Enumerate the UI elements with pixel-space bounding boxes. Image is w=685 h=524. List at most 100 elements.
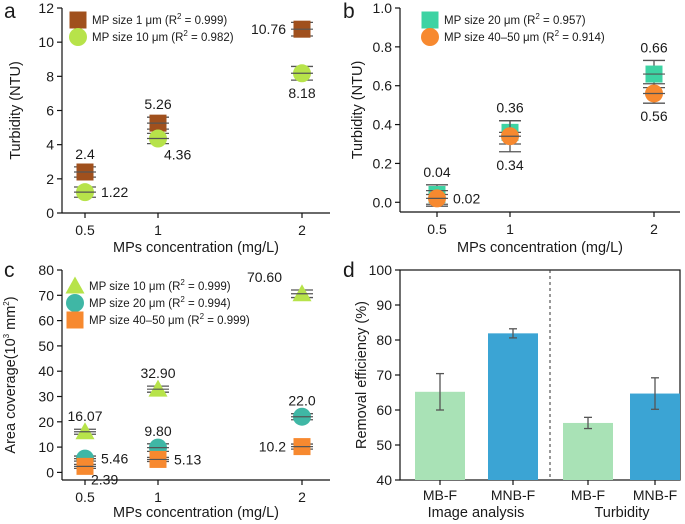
legend-label-part: 2 — [183, 29, 188, 38]
y-tick-label: 0 — [46, 205, 54, 221]
legend-label-part: = 0.994) — [185, 298, 231, 310]
data-label: 2.4 — [75, 146, 95, 162]
data-label: 16.07 — [67, 408, 102, 424]
x-tick-label: 1 — [154, 489, 162, 505]
x-tick-label: 2 — [650, 221, 658, 237]
data-label: 5.46 — [101, 451, 128, 467]
y-axis-label: Area coverage(103 mm2) — [2, 296, 19, 453]
bar — [488, 333, 538, 480]
x-axis-label: MPs concentration (mg/L) — [457, 240, 623, 256]
data-label: 0.36 — [496, 100, 523, 116]
legend-label-part: MP size 1 μm (R — [92, 15, 177, 27]
x-tick-label: 2 — [298, 489, 306, 505]
legend-label-part: 2 — [177, 12, 182, 21]
legend-label: MP size 1 μm (R2 = 0.999) — [92, 12, 227, 27]
panel-label-b: b — [343, 0, 355, 23]
legend-label-part: 2 — [200, 312, 205, 321]
group-label: Turbidity — [594, 505, 650, 521]
legend-label: MP size 20 μm (R2 = 0.994) — [89, 295, 231, 310]
x-tick-label: MB-F — [571, 487, 605, 503]
data-label: 22.0 — [288, 393, 315, 409]
data-point — [75, 422, 95, 440]
x-tick-label: 2 — [298, 222, 306, 238]
y-tick-label: 0.8 — [373, 39, 393, 55]
y-tick-label: 100 — [369, 262, 393, 278]
legend-label-part: MP size 10 μm (R — [92, 32, 183, 44]
data-label: 10.76 — [251, 21, 286, 37]
x-axis-label: MPs concentration (mg/L) — [113, 240, 279, 256]
legend-label-part: = 0.982) — [188, 32, 234, 44]
x-tick-label: MNB-F — [633, 487, 677, 503]
legend-label: MP size 40–50 μm (R2 = 0.999) — [89, 312, 250, 327]
legend-marker — [66, 311, 84, 329]
legend-label-part: MP size 40–50 μm (R — [89, 315, 200, 327]
legend-marker — [69, 28, 87, 46]
legend-label: MP size 20 μm (R2 = 0.957) — [444, 12, 586, 27]
y-axis-label: Turbidity (NTU) — [8, 61, 24, 160]
x-axis-label: MPs concentration (mg/L) — [113, 505, 279, 521]
legend-marker — [421, 11, 439, 29]
legend-label-part: = 0.957) — [540, 15, 586, 27]
y-tick-label: 60 — [38, 313, 54, 329]
panel-label-d: d — [343, 259, 355, 282]
x-tick-label: 0.5 — [75, 222, 95, 238]
y-axis-label-part: 2 — [2, 301, 11, 306]
y-tick-label: 0.6 — [373, 78, 393, 94]
x-tick-label: MNB-F — [491, 487, 535, 503]
bar — [563, 422, 613, 480]
x-tick-label: 0.5 — [75, 489, 95, 505]
data-label: 4.36 — [164, 147, 191, 163]
data-label: 5.26 — [144, 96, 171, 112]
legend-label-part: MP size 10 μm (R — [89, 281, 180, 293]
data-label: 2.39 — [91, 471, 118, 487]
y-tick-label: 90 — [376, 297, 392, 313]
y-tick-label: 0.4 — [373, 117, 393, 133]
y-tick-label: 0.2 — [373, 155, 393, 171]
legend-label-part: = 0.999) — [204, 315, 250, 327]
data-label: 0.34 — [496, 157, 523, 173]
legend-label-part: 2 — [180, 278, 185, 287]
legend-marker — [65, 276, 85, 294]
y-tick-label: 4 — [46, 137, 54, 153]
legend-label: MP size 10 μm (R2 = 0.982) — [92, 29, 234, 44]
y-axis-label: Removal efficiency (%) — [354, 301, 370, 449]
y-tick-label: 20 — [38, 414, 54, 430]
legend-label-part: = 0.914) — [559, 32, 605, 44]
data-point — [292, 284, 312, 302]
panel-d-chart: 40 50 60 70 80 90 100 Removal efficiency (%) MB-… — [354, 262, 681, 521]
y-tick-label: 70 — [38, 287, 54, 303]
legend-label-part: = 0.999) — [185, 281, 231, 293]
y-tick-label: 8 — [46, 68, 54, 84]
y-tick-label: 2 — [46, 171, 54, 187]
y-tick-label: 60 — [376, 402, 392, 418]
x-tick-label: MB-F — [423, 487, 457, 503]
y-tick-label: 80 — [376, 332, 392, 348]
legend-label-part: MP size 20 μm (R — [89, 298, 180, 310]
data-label: 32.90 — [140, 365, 175, 381]
data-label: 10.2 — [259, 439, 286, 455]
data-label: 0.02 — [453, 190, 480, 206]
legend-label-part: = 0.999) — [181, 15, 227, 27]
legend-marker — [421, 28, 439, 46]
legend-label-part: 2 — [555, 29, 560, 38]
data-label: 8.18 — [288, 85, 315, 101]
legend-label-part: 2 — [535, 12, 540, 21]
data-label: 0.66 — [640, 39, 667, 55]
y-axis-label-part: 3 — [2, 333, 11, 338]
data-label: 70.60 — [247, 269, 282, 285]
y-tick-label: 50 — [376, 437, 392, 453]
data-label: 9.80 — [144, 423, 171, 439]
data-label: 1.22 — [101, 184, 128, 200]
legend-label: MP size 40–50 μm (R2 = 0.914) — [444, 29, 605, 44]
data-label: 5.13 — [174, 451, 201, 467]
y-tick-label: 1.0 — [373, 0, 393, 16]
y-axis-label: Turbidity (NTU) — [350, 61, 366, 160]
data-label: 0.56 — [640, 108, 667, 124]
legend-label-part: MP size 40–50 μm (R — [444, 32, 555, 44]
y-axis-label-part: ) — [3, 296, 19, 301]
x-tick-label: 1 — [154, 222, 162, 238]
y-tick-label: 70 — [376, 367, 392, 383]
y-axis-label-part: mm — [3, 306, 19, 334]
